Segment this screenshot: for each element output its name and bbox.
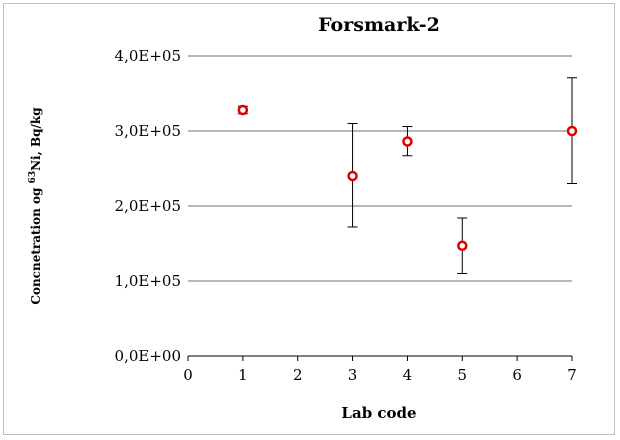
data-point bbox=[402, 136, 413, 147]
y-axis-title-suffix: Ni, Bq/kg bbox=[29, 107, 43, 171]
x-tick-label: 0 bbox=[183, 366, 193, 384]
x-tick-label: 5 bbox=[458, 366, 468, 384]
y-tick-label: 1,0E+05 bbox=[115, 272, 181, 290]
error-bars bbox=[237, 77, 577, 274]
x-tick-label: 6 bbox=[512, 366, 522, 384]
data-point bbox=[347, 170, 358, 182]
x-axis-title: Lab code bbox=[341, 404, 416, 422]
data-point bbox=[566, 125, 578, 137]
x-tick-label: 2 bbox=[293, 366, 303, 384]
y-tick-label: 4,0E+05 bbox=[115, 47, 181, 65]
chart-title: Forsmark-2 bbox=[318, 14, 440, 36]
y-axis-title-superscript: 63 bbox=[28, 171, 38, 184]
gridlines bbox=[188, 55, 572, 282]
x-tick-label: 7 bbox=[567, 366, 577, 384]
x-tick-label: 4 bbox=[403, 366, 413, 384]
data-points bbox=[237, 104, 578, 251]
y-axis-ticks: 0,0E+00 1,0E+05 2,0E+05 3,0E+05 4,0E+05 bbox=[115, 47, 181, 365]
chart-frame bbox=[3, 3, 615, 435]
y-axis-title-prefix: Concnetration og bbox=[29, 183, 43, 304]
x-axis-ticks: 0 1 2 3 4 5 6 7 bbox=[183, 356, 577, 384]
data-point bbox=[457, 240, 468, 251]
x-tick-label: 1 bbox=[238, 366, 248, 384]
data-point bbox=[237, 104, 249, 116]
x-tick-label: 3 bbox=[348, 366, 358, 384]
y-tick-label: 3,0E+05 bbox=[115, 122, 181, 140]
y-tick-label: 2,0E+05 bbox=[115, 197, 181, 215]
y-axis-title: Concnetration og 63Ni, Bq/kg bbox=[28, 107, 43, 305]
y-tick-label: 0,0E+00 bbox=[115, 347, 181, 365]
